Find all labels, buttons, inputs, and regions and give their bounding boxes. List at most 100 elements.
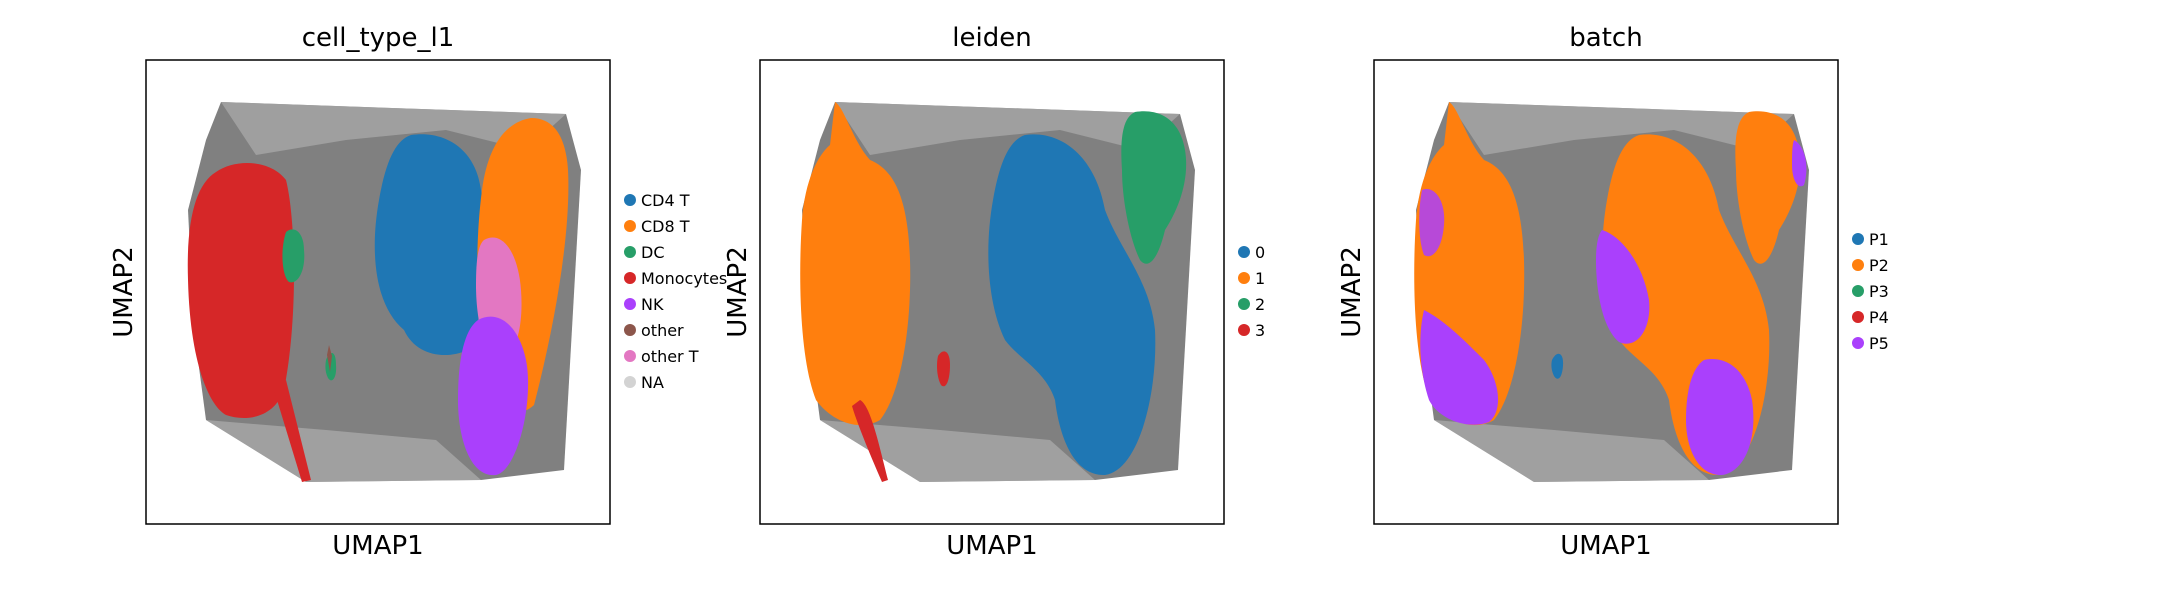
legend-marker: [1238, 246, 1250, 258]
x-axis-label: UMAP1: [332, 531, 423, 561]
legend: 0 1 2 3: [1238, 243, 1265, 340]
legend-item[interactable]: 1: [1238, 269, 1265, 288]
cluster-monocytes-tail: [274, 380, 311, 482]
y-axis-label: UMAP2: [723, 246, 753, 337]
panel-leiden: leiden UMAP1 UMAP2 0: [723, 23, 1265, 561]
cluster-p2-right: [1735, 111, 1801, 264]
legend-label: Monocytes: [641, 269, 727, 288]
cell-clusters: [800, 102, 1187, 482]
legend-label: 0: [1255, 243, 1265, 262]
cluster-p5-right: [1792, 140, 1807, 187]
cell-clusters: [1414, 102, 1807, 476]
legend-label: NK: [641, 295, 664, 314]
legend-marker: [1238, 324, 1250, 336]
cluster-3: [852, 400, 888, 482]
legend-item[interactable]: P5: [1852, 334, 1889, 353]
cluster-other: [327, 345, 332, 372]
plot-area: [1414, 102, 1809, 482]
legend-label: CD4 T: [641, 191, 690, 210]
cluster-p5-middle: [1596, 230, 1650, 344]
panel-title: batch: [1569, 23, 1642, 53]
cluster-0: [988, 134, 1156, 476]
plot-area: [800, 102, 1195, 482]
legend-item[interactable]: CD4 T: [624, 191, 690, 210]
legend-label: P5: [1869, 334, 1889, 353]
legend-label: 2: [1255, 295, 1265, 314]
legend-marker: [624, 324, 636, 336]
legend-label: other T: [641, 347, 699, 366]
legend-marker: [624, 350, 636, 362]
axes-frame: [1373, 59, 1839, 525]
legend-marker: [1852, 285, 1864, 297]
cluster-p1-small: [1551, 353, 1564, 379]
legend-marker: [624, 376, 636, 388]
legend-marker: [624, 246, 636, 258]
cluster-dc: [282, 229, 305, 283]
legend-item[interactable]: other T: [624, 347, 699, 366]
legend-label: P4: [1869, 308, 1889, 327]
legend-marker: [1852, 337, 1864, 349]
panel-title: leiden: [952, 23, 1031, 53]
legend-marker: [1852, 259, 1864, 271]
panel-title: cell_type_l1: [302, 23, 455, 53]
x-axis-label: UMAP1: [1560, 531, 1651, 561]
axes-frame: [759, 59, 1225, 525]
cell-clusters: [187, 118, 569, 482]
legend-label: P3: [1869, 282, 1889, 301]
legend-item[interactable]: P1: [1852, 230, 1889, 249]
edge-fan-bottom: [1434, 420, 1709, 482]
legend-item[interactable]: Monocytes: [624, 269, 727, 288]
cluster-nk: [458, 316, 529, 476]
panel-batch: batch UMAP1 UMAP2: [1337, 23, 1889, 561]
legend-item[interactable]: 3: [1238, 321, 1265, 340]
edge-fan-top: [221, 102, 566, 155]
panel-cell-type-l1: cell_type_l1 UMAP1 UMAP2: [109, 23, 727, 561]
legend-marker: [1852, 233, 1864, 245]
legend-item[interactable]: P3: [1852, 282, 1889, 301]
legend-label: P1: [1869, 230, 1889, 249]
cluster-3-small: [937, 351, 950, 387]
x-axis-label: UMAP1: [946, 531, 1037, 561]
legend-label: other: [641, 321, 684, 340]
cluster-2: [1121, 111, 1187, 264]
legend-marker: [1238, 298, 1250, 310]
legend-label: P2: [1869, 256, 1889, 275]
edge-fan-top: [835, 102, 1180, 155]
edge-fan-bottom: [820, 420, 1095, 482]
cluster-monocytes: [187, 162, 294, 419]
cluster-p5-left-upper: [1419, 189, 1445, 257]
legend-label: 1: [1255, 269, 1265, 288]
legend: P1 P2 P3 P4 P5: [1852, 230, 1889, 353]
y-axis-label: UMAP2: [109, 246, 139, 337]
legend-item[interactable]: NK: [624, 295, 664, 314]
legend-marker: [1852, 311, 1864, 323]
legend-item[interactable]: P2: [1852, 256, 1889, 275]
cluster-p5-lower: [1686, 359, 1754, 476]
legend-label: NA: [641, 373, 664, 392]
legend: CD4 T CD8 T DC Monocytes NK other: [624, 191, 727, 392]
legend-marker: [624, 194, 636, 206]
legend-label: DC: [641, 243, 665, 262]
cluster-cd4-t: [374, 134, 487, 356]
plot-area: [187, 102, 581, 482]
legend-item[interactable]: NA: [624, 373, 664, 392]
cluster-p5-left: [1420, 310, 1499, 425]
legend-item[interactable]: other: [624, 321, 684, 340]
edge-fan-bottom: [206, 420, 481, 482]
legend-marker: [1238, 272, 1250, 284]
legend-item[interactable]: 2: [1238, 295, 1265, 314]
legend-item[interactable]: 0: [1238, 243, 1265, 262]
legend-marker: [624, 220, 636, 232]
legend-marker: [624, 298, 636, 310]
axes-frame: [145, 59, 611, 525]
edge-fan-top: [1449, 102, 1794, 155]
legend-item[interactable]: DC: [624, 243, 665, 262]
legend-marker: [624, 272, 636, 284]
y-axis-label: UMAP2: [1337, 246, 1367, 337]
legend-item[interactable]: P4: [1852, 308, 1889, 327]
legend-label: CD8 T: [641, 217, 690, 236]
legend-item[interactable]: CD8 T: [624, 217, 690, 236]
cluster-1: [800, 102, 911, 426]
legend-label: 3: [1255, 321, 1265, 340]
